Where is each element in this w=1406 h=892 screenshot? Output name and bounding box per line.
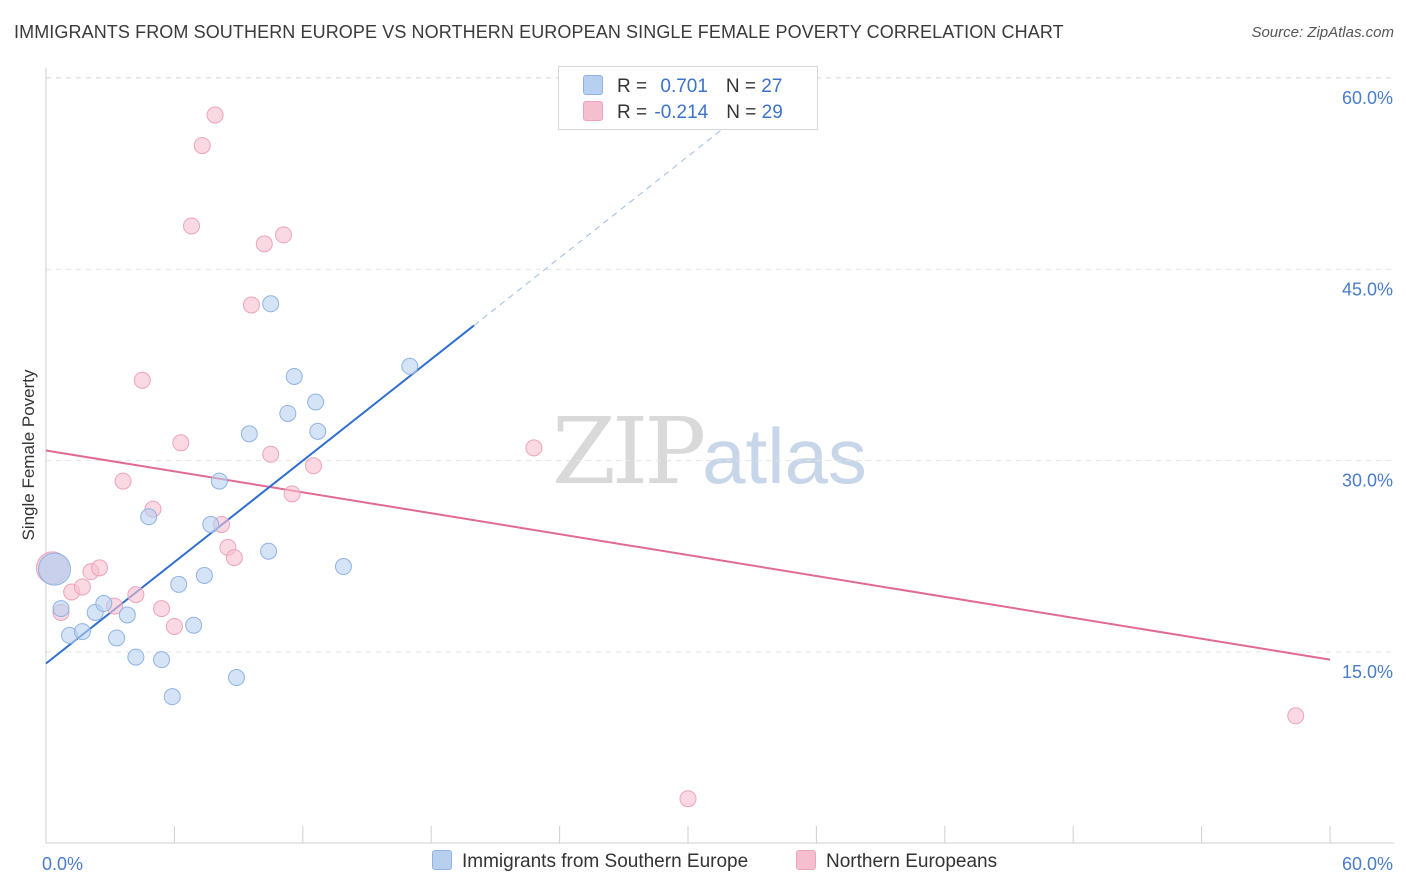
bottom-legend-label-northern-europeans: Northern Europeans: [826, 851, 998, 872]
watermark: ZIPatlas: [552, 398, 867, 505]
x-tick-label: 60.0%: [1342, 854, 1393, 874]
point-northern-europeans: [275, 226, 293, 244]
point-southern-europe: [127, 648, 145, 666]
point-southern-europe: [73, 623, 91, 641]
legend-n-value: 29: [761, 102, 783, 123]
bottom-legend-swatch-pink: [796, 850, 816, 870]
point-southern-europe: [170, 575, 188, 593]
legend-row-northern-europeans: R = -0.214 N = 29: [583, 101, 783, 127]
legend-n-value: 27: [761, 76, 783, 97]
trend-line-southern-europe-extension: [473, 96, 764, 326]
trend-line-northern-europeans: [45, 449, 1331, 661]
point-northern-europeans: [133, 371, 151, 389]
point-southern-europe: [401, 357, 419, 375]
grid: [46, 77, 1394, 653]
point-northern-europeans: [91, 559, 108, 577]
watermark-atlas: atlas: [702, 412, 867, 500]
point-northern-europeans: [225, 549, 243, 567]
bottom-legend-northern-europeans: Northern Europeans: [796, 850, 997, 873]
correlation-legend: R = 0.701 N = 27 R = -0.214 N = 29: [558, 66, 818, 130]
source-credit: Source: ZipAtlas.com: [1251, 24, 1394, 41]
point-southern-europe: [185, 616, 203, 634]
bottom-legend-label-southern-europe: Immigrants from Southern Europe: [462, 851, 749, 872]
point-southern-europe: [95, 595, 113, 613]
legend-r-value: -0.214: [654, 102, 709, 123]
point-southern-europe: [38, 552, 72, 586]
data-points: [35, 106, 1305, 808]
legend-r-label: R =: [617, 76, 653, 97]
point-southern-europe: [108, 629, 126, 647]
y-tick-label: 15.0%: [1342, 662, 1393, 682]
legend-r-value: 0.701: [660, 76, 708, 97]
bottom-legend-swatch-blue: [432, 850, 452, 870]
point-southern-europe: [153, 651, 171, 669]
trend-lines: [45, 96, 1331, 665]
point-northern-europeans: [525, 439, 543, 457]
x-tick-label: 0.0%: [42, 854, 83, 874]
y-tick-label: 45.0%: [1342, 279, 1393, 299]
point-northern-europeans: [153, 600, 171, 618]
point-northern-europeans: [73, 578, 91, 596]
legend-swatch-blue: [583, 75, 603, 95]
point-southern-europe: [118, 606, 136, 624]
legend-n-label: N =: [726, 102, 762, 123]
point-northern-europeans: [679, 790, 697, 808]
chart-title: IMMIGRANTS FROM SOUTHERN EUROPE VS NORTH…: [14, 22, 1064, 42]
point-northern-europeans: [255, 235, 273, 253]
y-tick-label: 60.0%: [1342, 88, 1393, 108]
point-northern-europeans: [193, 137, 211, 155]
point-southern-europe: [307, 393, 325, 411]
legend-row-southern-europe: R = 0.701 N = 27: [583, 75, 782, 101]
point-northern-europeans: [262, 445, 280, 463]
point-southern-europe: [240, 425, 258, 443]
watermark-zip: ZIP: [552, 398, 706, 505]
legend-swatch-pink: [583, 101, 603, 121]
point-southern-europe: [52, 600, 70, 618]
point-southern-europe: [334, 558, 352, 576]
point-southern-europe: [279, 404, 297, 422]
bottom-legend-southern-europe: Immigrants from Southern Europe: [432, 850, 748, 873]
point-southern-europe: [210, 472, 228, 490]
point-northern-europeans: [172, 434, 190, 452]
point-southern-europe: [285, 367, 303, 385]
y-tick-label: 30.0%: [1342, 471, 1393, 491]
point-northern-europeans: [165, 617, 183, 635]
point-southern-europe: [195, 566, 213, 584]
point-southern-europe: [227, 669, 245, 687]
point-southern-europe: [262, 295, 280, 313]
point-southern-europe: [202, 515, 220, 533]
point-northern-europeans: [206, 106, 224, 124]
point-southern-europe: [260, 542, 278, 560]
point-northern-europeans: [283, 485, 301, 503]
point-northern-europeans: [242, 296, 260, 314]
point-southern-europe: [163, 688, 181, 706]
point-northern-europeans: [114, 472, 132, 490]
axes: [45, 68, 1394, 844]
tick-labels: 15.0% 30.0% 45.0% 60.0% 0.0% 60.0%: [42, 88, 1393, 874]
legend-n-label: N =: [725, 76, 762, 97]
point-northern-europeans: [1287, 707, 1305, 725]
y-axis-label: Single Female Poverty: [19, 369, 38, 541]
point-southern-europe: [140, 508, 158, 526]
point-northern-europeans: [183, 217, 201, 235]
point-southern-europe: [309, 422, 327, 440]
point-northern-europeans: [127, 586, 145, 604]
point-northern-europeans: [305, 457, 322, 475]
legend-r-label: R =: [617, 102, 653, 123]
